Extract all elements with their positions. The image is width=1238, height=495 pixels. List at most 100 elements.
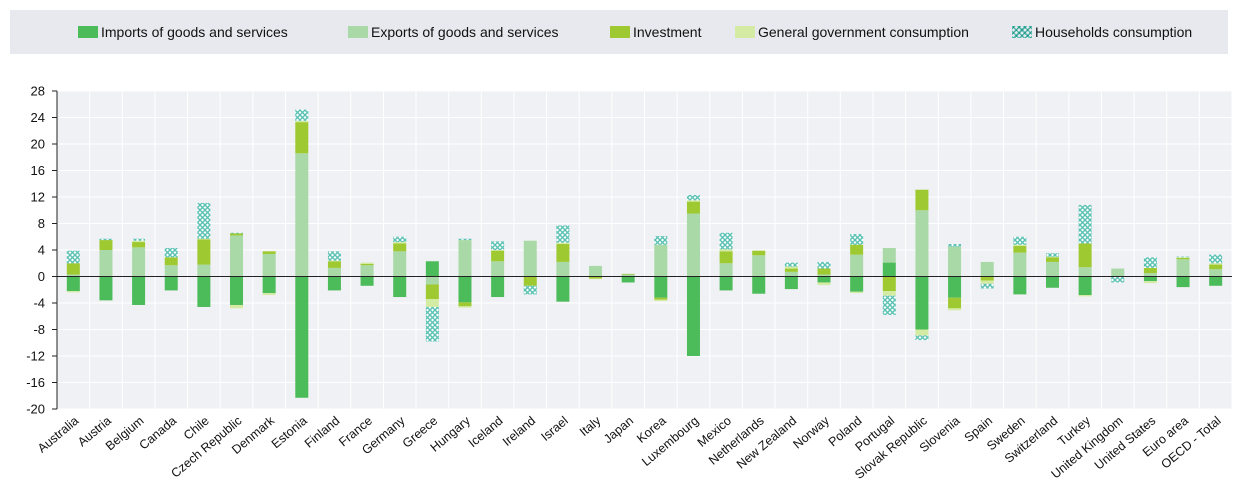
legend-swatch [348,26,368,38]
bar-imports-of-goods-and-services-oecd-total [1209,276,1223,286]
bar-households-consumption-hungary [458,238,472,241]
bar-exports-of-goods-and-services-oecd-total [1209,269,1223,277]
bar-households-consumption-iceland [491,241,505,250]
bar-households-consumption-poland [850,234,864,245]
bar-general-government-consumption-italy [589,278,603,280]
x-tick-label: Israel [538,414,570,444]
bar-exports-of-goods-and-services-portugal [882,248,896,263]
x-tick-label: Finland [302,414,342,451]
legend-label: Households consumption [1035,24,1193,40]
bar-investment-united-states [1143,267,1157,274]
bar-households-consumption-norway [817,261,831,269]
bar-general-government-consumption-hungary [458,306,472,308]
bar-investment-euro-area [1176,257,1190,260]
bar-investment-hungary [458,302,472,307]
bar-investment-ireland [523,276,537,286]
bar-exports-of-goods-and-services-sweden [1013,252,1027,277]
bar-households-consumption-spain [980,283,994,289]
bar-imports-of-goods-and-services-belgium [132,276,146,305]
bar-investment-korea [654,297,668,300]
y-tick-label: -20 [26,402,45,417]
bar-general-government-consumption-spain [980,280,994,284]
bar-general-government-consumption-euro-area [1176,257,1190,258]
y-tick-label: 20 [31,137,45,152]
bar-general-government-consumption-germany [393,242,407,244]
bar-investment-finland [327,261,341,268]
bar-investment-spain [980,276,994,281]
bar-imports-of-goods-and-services-france [360,276,374,286]
y-tick-label: 16 [31,163,45,178]
bar-households-consumption-estonia [295,109,309,121]
bar-households-consumption-belgium [132,238,146,241]
bar-exports-of-goods-and-services-italy [589,265,603,277]
bar-investment-czech-republic [230,233,244,236]
bar-exports-of-goods-and-services-ireland [523,240,537,277]
bar-imports-of-goods-and-services-sweden [1013,276,1027,295]
y-tick-label: 8 [38,216,45,231]
bar-imports-of-goods-and-services-switzerland [1045,276,1059,288]
legend: Imports of goods and services Exports of … [10,10,1228,54]
bar-investment-chile [197,239,211,265]
bar-general-government-consumption-luxembourg [686,200,700,202]
bar-imports-of-goods-and-services-greece [425,261,439,277]
bar-investment-japan [621,273,635,275]
bar-imports-of-goods-and-services-portugal [882,262,896,277]
bar-exports-of-goods-and-services-switzerland [1045,261,1059,277]
y-tick-label: 24 [31,110,45,125]
bar-exports-of-goods-and-services-israel [556,261,570,277]
bar-investment-france [360,263,374,266]
bar-imports-of-goods-and-services-iceland [491,276,505,298]
bar-exports-of-goods-and-services-new-zealand [784,271,798,277]
bar-imports-of-goods-and-services-euro-area [1176,276,1190,288]
bar-general-government-consumption-australia [66,291,80,293]
bar-imports-of-goods-and-services-czech-republic [230,276,244,305]
bar-households-consumption-greece [425,306,439,342]
bar-general-government-consumption-denmark [262,293,276,296]
legend-item: Investment [610,10,701,54]
bar-imports-of-goods-and-services-luxembourg [686,276,700,356]
bar-investment-portugal [882,276,896,292]
bar-imports-of-goods-and-services-mexico [719,276,733,291]
bar-households-consumption-turkey [1078,204,1092,244]
bar-investment-belgium [132,242,146,248]
bar-general-government-consumption-belgium [132,240,146,243]
bar-imports-of-goods-and-services-germany [393,276,407,298]
bar-exports-of-goods-and-services-chile [197,264,211,277]
bar-imports-of-goods-and-services-austria [99,276,113,301]
bar-households-consumption-canada [164,248,178,258]
bar-households-consumption-chile [197,202,211,239]
bar-general-government-consumption-united-states [1143,281,1157,284]
bar-general-government-consumption-slovenia [948,308,962,311]
grid-layer [56,90,1233,410]
legend-item: Exports of goods and services [348,10,559,54]
bar-imports-of-goods-and-services-finland [327,276,341,291]
bar-general-government-consumption-new-zealand [784,266,798,269]
bar-exports-of-goods-and-services-belgium [132,247,146,277]
bar-exports-of-goods-and-services-mexico [719,263,733,277]
bar-investment-estonia [295,122,309,154]
bar-imports-of-goods-and-services-norway [817,276,831,283]
bar-investment-switzerland [1045,257,1059,262]
x-tick-label: Norway [790,413,832,451]
bar-exports-of-goods-and-services-netherlands [752,255,766,277]
bar-imports-of-goods-and-services-slovak-republic [915,276,929,330]
bar-imports-of-goods-and-services-australia [66,276,80,292]
bar-imports-of-goods-and-services-slovenia [948,276,962,298]
bar-general-government-consumption-finland [327,260,341,262]
bar-households-consumption-euro-area [1176,256,1190,258]
legend-swatch [1012,26,1032,38]
legend-label: Imports of goods and services [101,24,288,40]
bars-layer [66,109,1223,398]
bar-general-government-consumption-estonia [295,120,309,123]
bar-households-consumption-austria [99,238,113,241]
bar-exports-of-goods-and-services-greece [425,276,439,285]
bar-imports-of-goods-and-services-chile [197,276,211,307]
bar-investment-norway [817,268,831,275]
bar-general-government-consumption-turkey [1078,295,1092,297]
bar-exports-of-goods-and-services-united-kingdom [1111,268,1125,277]
bar-exports-of-goods-and-services-luxembourg [686,213,700,277]
legend-swatch [78,26,98,38]
bar-households-consumption-ireland [523,285,537,295]
bar-investment-luxembourg [686,201,700,214]
bar-investment-austria [99,240,113,250]
